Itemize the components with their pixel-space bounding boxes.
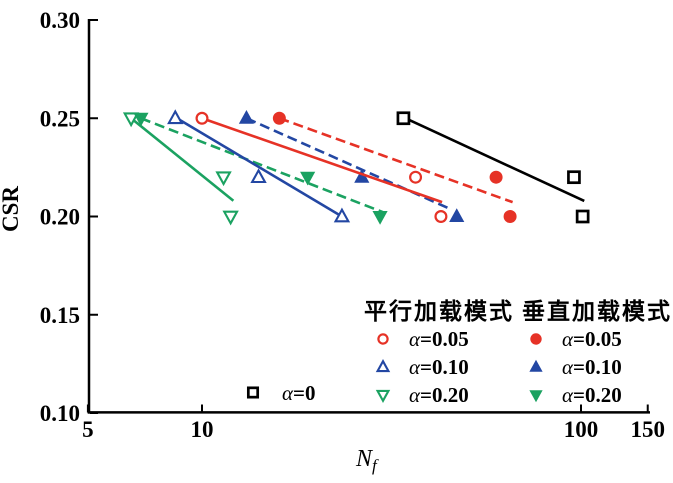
series-alpha0 xyxy=(396,111,590,224)
legend-header-vertical: 垂直加载模式 xyxy=(522,298,672,324)
data-point-circle-filled xyxy=(530,333,542,345)
alpha-symbol: α xyxy=(409,327,421,351)
x-axis-title-main: N xyxy=(355,446,374,472)
alpha-value: =0.10 xyxy=(420,355,469,379)
x-axis-ticks xyxy=(86,404,649,413)
legend-label-parallel-a020: α=0.20 xyxy=(409,383,469,407)
alpha-value: =0.20 xyxy=(420,383,469,407)
data-point-triangle-up-open xyxy=(333,207,351,223)
x-axis-title-subscript: f xyxy=(372,456,379,475)
alpha-symbol: α xyxy=(562,355,574,379)
plot-series xyxy=(122,109,590,226)
legend-item-parallel-a010: α=0.10 xyxy=(375,355,469,379)
fit-line-parallel-a020-solid xyxy=(130,117,235,202)
alpha-symbol: α xyxy=(562,383,574,407)
series-parallel-a005 xyxy=(195,111,448,224)
y-axis-title: CSR xyxy=(0,186,23,232)
data-point-circle-filled xyxy=(489,170,503,184)
data-point-circle-filled xyxy=(272,111,286,125)
alpha-value: =0.10 xyxy=(573,355,622,379)
alpha-value: =0.20 xyxy=(573,383,622,407)
alpha-value: =0.05 xyxy=(420,327,469,351)
x-tick-label: 150 xyxy=(630,417,665,442)
series-vertical-a020 xyxy=(133,112,388,225)
alpha-symbol: α xyxy=(282,381,294,405)
y-tick-label: 0.20 xyxy=(40,205,80,230)
y-tick-label: 0.10 xyxy=(40,401,80,426)
data-point-circle-filled xyxy=(503,210,517,224)
data-point-triangle-up-filled xyxy=(529,359,543,372)
data-point-triangle-up-filled xyxy=(238,110,255,124)
legend-item-vertical-a020: α=0.20 xyxy=(529,383,622,407)
fit-line-parallel-a010-solid xyxy=(174,116,343,218)
y-axis-tick-labels: 0.10 0.15 0.20 0.25 0.30 xyxy=(40,8,80,426)
data-point-triangle-up-open xyxy=(250,168,267,184)
series-parallel-a020 xyxy=(122,112,239,226)
series-vertical-a010 xyxy=(238,110,465,222)
fit-line-alpha0-solid xyxy=(402,116,585,203)
y-axis-ticks xyxy=(90,19,98,414)
alpha-symbol: α xyxy=(409,383,421,407)
legend-label-parallel-a010: α=0.10 xyxy=(409,355,469,379)
data-point-square-open xyxy=(246,386,260,399)
legend-item-parallel-a020: α=0.20 xyxy=(375,383,469,407)
y-tick-label: 0.25 xyxy=(40,106,80,131)
data-point-triangle-up-open xyxy=(167,109,184,125)
data-point-triangle-up-open xyxy=(375,359,391,373)
data-point-triangle-down-open xyxy=(375,389,391,403)
alpha-value: =0 xyxy=(293,381,315,405)
chart-legend: 平行加载模式α=0.05α=0.10α=0.20垂直加载模式α=0.05α=0.… xyxy=(246,298,672,407)
fit-line-vertical-a005-dashed xyxy=(278,117,514,204)
data-point-square-open xyxy=(567,170,581,185)
x-tick-label: 100 xyxy=(564,417,599,442)
legend-label-vertical-a020: α=0.20 xyxy=(562,383,622,407)
data-point-triangle-down-filled xyxy=(529,390,543,403)
x-axis-tick-labels: 5 10 100 150 xyxy=(82,417,665,442)
data-point-triangle-down-open xyxy=(215,171,232,187)
data-point-triangle-down-open xyxy=(122,112,140,128)
fit-line-vertical-a020-dashed xyxy=(140,117,385,214)
legend-item-vertical-a010: α=0.10 xyxy=(529,355,622,379)
data-point-circle-open xyxy=(409,170,423,184)
series-vertical-a005 xyxy=(272,111,517,224)
legend-label-vertical-a005: α=0.05 xyxy=(562,327,622,351)
alpha-value: =0.05 xyxy=(573,327,622,351)
data-point-square-open xyxy=(396,111,411,126)
data-point-triangle-up-filled xyxy=(449,208,465,222)
data-point-triangle-down-filled xyxy=(300,171,316,186)
legend-label-parallel-a005: α=0.05 xyxy=(409,327,469,351)
legend-item-vertical-a005: α=0.05 xyxy=(530,327,622,351)
data-point-triangle-down-filled xyxy=(133,112,149,127)
data-point-triangle-down-filled xyxy=(372,211,388,225)
legend-label-alpha0: α=0 xyxy=(282,381,316,405)
data-point-triangle-down-open xyxy=(222,210,239,226)
alpha-symbol: α xyxy=(409,355,421,379)
legend-label-vertical-a010: α=0.10 xyxy=(562,355,622,379)
fit-line-parallel-a005-solid xyxy=(201,117,443,204)
x-axis-title: Nf xyxy=(355,446,379,475)
x-tick-label: 5 xyxy=(82,417,94,442)
data-point-circle-open xyxy=(434,210,448,224)
data-point-circle-open xyxy=(195,111,209,125)
legend-item-alpha0: α=0 xyxy=(246,381,316,405)
y-tick-label: 0.15 xyxy=(40,303,80,328)
data-point-square-open xyxy=(575,209,590,224)
series-parallel-a010 xyxy=(167,109,351,223)
alpha-symbol: α xyxy=(562,327,574,351)
legend-header-parallel: 平行加载模式 xyxy=(364,298,514,324)
y-tick-label: 0.30 xyxy=(40,8,80,33)
x-tick-label: 10 xyxy=(191,417,214,442)
legend-item-parallel-a005: α=0.05 xyxy=(377,327,469,351)
data-point-circle-open xyxy=(377,333,389,345)
